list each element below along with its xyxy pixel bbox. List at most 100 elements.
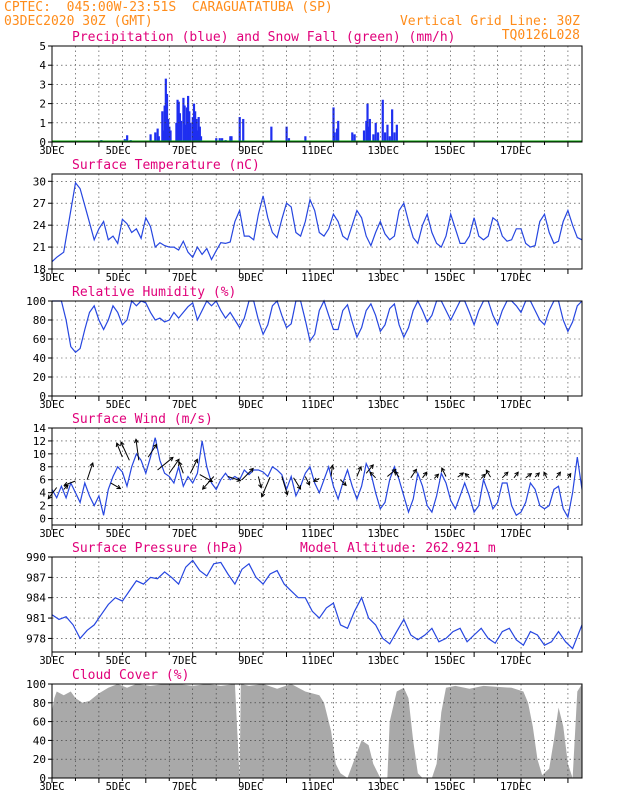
- precip-bar: [177, 101, 180, 142]
- y-tick-label: 30: [33, 175, 46, 188]
- y-tick-label: 20: [33, 753, 46, 766]
- header-model-id: TQ0126L028: [501, 28, 580, 43]
- y-tick-label: 0: [39, 772, 46, 785]
- y-tick-label: 8: [39, 461, 46, 474]
- y-tick-label: 10: [33, 448, 46, 461]
- wind-arrow: [157, 457, 174, 471]
- wind-arrow-head: [422, 471, 428, 477]
- x-tick-label: 5DEC: [106, 781, 131, 793]
- precip-bar: [381, 99, 384, 142]
- precip-bar: [335, 128, 339, 142]
- x-tick-label: 5DEC: [106, 272, 131, 284]
- panel-frame: [51, 427, 583, 526]
- x-tick-label: 9DEC: [238, 272, 263, 284]
- wind-arrow: [120, 441, 130, 461]
- precip-bar: [304, 136, 307, 142]
- precip-bar: [197, 117, 200, 142]
- precip-bar: [393, 132, 396, 142]
- panel-title: Precipitation (blue) and Snow Fall (gree…: [72, 30, 456, 45]
- precip-bar: [333, 132, 336, 142]
- x-tick-label: 3DEC: [39, 655, 64, 667]
- panel-background: [52, 46, 582, 142]
- wind-arrow: [356, 466, 362, 477]
- precip-bar: [164, 78, 167, 142]
- x-tick-label: 17DEC: [500, 528, 532, 540]
- y-tick-label: 100: [26, 678, 46, 691]
- precip-bar: [391, 109, 394, 142]
- precip-bar: [179, 120, 183, 142]
- wind-arrow-head: [312, 477, 318, 482]
- wind-arrow: [369, 471, 376, 479]
- wind-arrow-head: [459, 472, 465, 477]
- precip-bar: [194, 111, 197, 142]
- x-tick-label: 9DEC: [238, 399, 263, 411]
- panel-background: [52, 557, 582, 652]
- y-tick-label: 3: [39, 78, 46, 91]
- y-tick-label: 984: [26, 592, 46, 605]
- wind-arrow-head: [556, 471, 562, 477]
- panel-frame: [51, 683, 583, 779]
- wind-arrow: [394, 471, 400, 478]
- precip-bar: [175, 122, 178, 142]
- panel-title: Surface Wind (m/s): [72, 412, 213, 427]
- wind-arrow: [410, 469, 417, 479]
- y-tick-label: 40: [33, 734, 46, 747]
- panel-background: [52, 428, 582, 525]
- y-tick-label: 18: [33, 263, 46, 276]
- x-tick-label: 13DEC: [367, 655, 399, 667]
- header-grid-note: Vertical Grid Line: 30Z: [399, 14, 580, 29]
- x-tick-label: 5DEC: [106, 399, 131, 411]
- wind-arrow-head: [527, 472, 533, 478]
- precip-bar: [218, 138, 221, 142]
- precip-bar: [196, 130, 199, 142]
- header-date: 03DEC2020 30Z (GMT): [4, 14, 153, 29]
- wind-arrow: [313, 477, 320, 482]
- y-tick-label: 0: [39, 136, 46, 149]
- y-tick-label: 80: [33, 697, 46, 710]
- y-tick-label: 60: [33, 716, 46, 729]
- wind-arrow: [422, 471, 428, 479]
- wind-arrow-head: [201, 485, 207, 490]
- precip-bar: [176, 99, 179, 142]
- precip-bar: [157, 136, 160, 142]
- wind-arrow-head: [284, 490, 289, 496]
- precip-bar: [229, 136, 232, 142]
- precip-bar: [221, 138, 224, 142]
- precip-bar: [230, 136, 233, 142]
- y-tick-label: 40: [33, 352, 46, 365]
- x-tick-label: 9DEC: [238, 528, 263, 540]
- x-tick-label: 7DEC: [172, 528, 197, 540]
- precip-bar: [154, 132, 157, 142]
- series-line: [51, 437, 583, 519]
- precip-bar: [192, 103, 196, 142]
- wind-arrow: [485, 469, 491, 478]
- x-tick-label: 13DEC: [367, 528, 399, 540]
- x-tick-label: 3DEC: [39, 528, 64, 540]
- wind-arrow: [147, 444, 157, 458]
- x-tick-label: 11DEC: [301, 528, 333, 540]
- wind-arrow-head: [296, 484, 302, 490]
- panel-title: Relative Humidity (%): [72, 285, 236, 300]
- panel-frame: [51, 173, 583, 270]
- y-tick-label: 14: [33, 422, 47, 435]
- wind-arrow: [555, 471, 561, 479]
- wind-arrow-head: [258, 483, 263, 489]
- x-tick-label: 17DEC: [500, 145, 532, 157]
- x-tick-label: 5DEC: [106, 655, 131, 667]
- wind-arrow: [110, 482, 121, 490]
- y-tick-label: 0: [39, 390, 46, 403]
- precip-bar: [384, 132, 387, 142]
- wind-arrow-head: [485, 469, 491, 475]
- wind-arrow-head: [566, 472, 572, 478]
- wind-arrow: [513, 471, 519, 479]
- precip-bar: [365, 120, 368, 142]
- x-tick-label: 11DEC: [301, 655, 333, 667]
- wind-arrow: [116, 442, 123, 458]
- wind-arrow-head: [63, 481, 69, 487]
- wind-arrow: [441, 467, 447, 477]
- x-tick-label: 5DEC: [106, 528, 131, 540]
- precip-bar: [187, 95, 190, 142]
- wind-arrow-head: [178, 461, 183, 467]
- wind-arrow: [293, 477, 301, 490]
- precip-bar: [167, 118, 170, 142]
